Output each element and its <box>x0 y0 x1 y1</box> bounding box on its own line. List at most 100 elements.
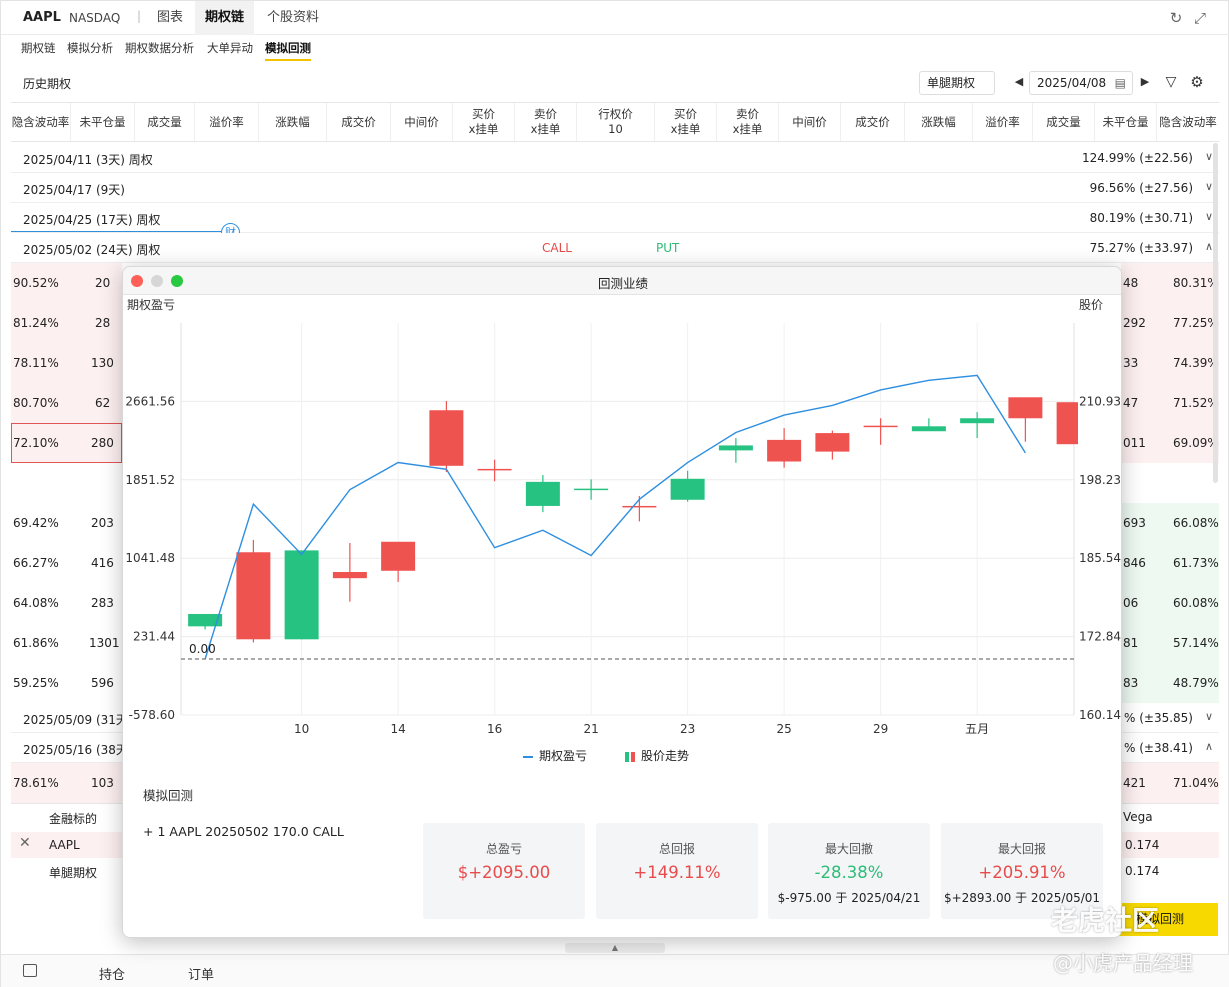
tab-company-info[interactable]: 个股资料 <box>267 10 320 25</box>
th-last-put[interactable]: 成交价 <box>841 103 905 141</box>
row-bg-left <box>11 503 122 543</box>
close-window-icon[interactable] <box>131 275 143 287</box>
th-bid-put[interactable]: 买价 x挂单 <box>655 103 717 141</box>
tab-chart[interactable]: 图表 <box>157 10 184 25</box>
stat-sub: $-975.00 于 2025/04/21 <box>777 891 921 905</box>
watermark-brand: 老虎社区 <box>1051 906 1159 937</box>
right-tick-label: 172.84 <box>1079 630 1121 644</box>
position-vega: 0.174 <box>1125 838 1160 852</box>
th-oi-call[interactable]: 未平仓量 <box>71 103 135 141</box>
next-date-icon[interactable]: ▶ <box>1140 75 1150 88</box>
row-bg-right <box>1121 303 1219 343</box>
x-tick-label: 16 <box>487 722 502 736</box>
header-separator: | <box>137 9 142 23</box>
positions-tab[interactable]: 持仓 <box>99 968 126 983</box>
backtest-button[interactable]: 模拟回测 <box>1118 903 1218 936</box>
table-row-selected[interactable]: 72.10% 280 011 69.09% <box>11 423 1219 463</box>
expiry-row[interactable]: 2025/04/25 (17天) 周权 80.19% (±30.71) ∨ <box>11 203 1219 233</box>
candle-body <box>1008 397 1043 419</box>
th-ask-put[interactable]: 卖价 x挂单 <box>717 103 779 141</box>
zero-label: 0.00 <box>189 642 216 656</box>
maximize-window-icon[interactable] <box>171 275 183 287</box>
calendar-icon: ▤ <box>1114 76 1126 90</box>
settings-gear-icon[interactable]: ⚙ <box>1190 73 1204 91</box>
tab-option-chain[interactable]: 期权链 <box>195 1 255 35</box>
legend-pnl-label: 期权盈亏 <box>539 749 588 763</box>
prev-date-icon[interactable]: ◀ <box>1014 75 1024 88</box>
left-tick-label: -578.60 <box>129 708 175 722</box>
subtab-unusual-activity[interactable]: 大单异动 <box>207 41 253 55</box>
th-ask-call[interactable]: 卖价 x挂单 <box>515 103 577 141</box>
chevron-down-icon: ∨ <box>1204 180 1213 193</box>
th-iv-put[interactable]: 隐含波动率 <box>1159 114 1217 129</box>
modal-title: 回测业绩 <box>597 276 648 291</box>
th-volume-put[interactable]: 成交量 <box>1033 103 1095 141</box>
filter-icon[interactable]: ▽ <box>1165 74 1177 90</box>
scrollbar[interactable] <box>1213 143 1218 483</box>
x-tick-label: 21 <box>583 722 598 736</box>
watermark-author: @小虎产品经理 <box>1053 951 1193 975</box>
position-symbol: 单腿期权 <box>49 866 98 880</box>
call-iv: 78.61% <box>13 776 59 790</box>
put-iv: 61.73% <box>1173 556 1219 570</box>
call-oi: 283 <box>91 596 114 610</box>
call-oi: 1301 <box>89 636 120 650</box>
put-iv: 57.14% <box>1173 636 1219 650</box>
th-oi-put[interactable]: 未平仓量 <box>1095 103 1157 141</box>
row-bg-left <box>11 383 122 423</box>
date-picker[interactable]: 2025/04/08 ▤ <box>1029 71 1133 95</box>
candle-body <box>767 439 802 462</box>
fullscreen-icon[interactable]: ⤢ <box>1193 9 1206 27</box>
expiry-label: 2025/05/16 (38天 <box>23 743 128 757</box>
table-row[interactable]: 78.61% 103 421 71.04% <box>11 763 1219 803</box>
th-bid-call[interactable]: 买价 x挂单 <box>453 103 515 141</box>
table-row[interactable]: 59.25% 596 83 48.79% <box>11 663 1219 703</box>
expiry-row[interactable]: 2025/04/11 (3天) 周权 124.99% (±22.56) ∨ <box>11 143 1219 173</box>
collapse-handle[interactable]: ▲ <box>565 943 665 953</box>
table-row[interactable]: 61.86% 1301 81 57.14% <box>11 623 1219 663</box>
position-row[interactable]: 单腿期权 0.174 <box>11 858 1219 884</box>
th-volume-call[interactable]: 成交量 <box>135 103 195 141</box>
refresh-icon[interactable]: ↻ <box>1169 9 1183 27</box>
expiry-iv: % (±38.41) <box>1124 741 1193 755</box>
expiry-row-expanded[interactable]: 2025/05/02 (24天) 周权 CALL PUT 75.27% (±33… <box>11 233 1219 263</box>
history-options-label: 历史期权 <box>23 77 72 91</box>
th-iv-call[interactable]: 隐含波动率 <box>11 103 71 141</box>
candle-body <box>718 445 753 451</box>
legend-price-label: 股价走势 <box>641 749 690 763</box>
orders-tab[interactable]: 订单 <box>188 968 215 983</box>
panel-toggle-icon[interactable] <box>23 964 37 977</box>
row-bg-right <box>1121 503 1219 543</box>
candle-body <box>815 433 850 452</box>
subtab-data-analysis[interactable]: 期权数据分析 <box>125 41 194 55</box>
call-oi: 596 <box>91 676 114 690</box>
position-symbol: AAPL <box>49 838 80 852</box>
right-axis-title: 股价 <box>1079 298 1103 312</box>
legend-pnl[interactable]: 期权盈亏 <box>523 747 587 764</box>
subtab-option-chain[interactable]: 期权链 <box>21 41 56 55</box>
put-oi: 292 <box>1123 316 1146 330</box>
expiry-row[interactable]: 2025/04/17 (9天) 96.56% (±27.56) ∨ <box>11 173 1219 203</box>
subtab-backtest[interactable]: 模拟回测 <box>265 40 311 61</box>
candle-body <box>332 572 367 579</box>
modal-titlebar: 回测业绩 <box>123 267 1121 295</box>
th-mid-put[interactable]: 中间价 <box>779 103 841 141</box>
close-icon[interactable]: ✕ <box>19 835 31 851</box>
candle-body <box>863 425 898 428</box>
th-premium-put[interactable]: 溢价率 <box>973 103 1033 141</box>
stat-value: +205.91% <box>978 863 1066 882</box>
exchange-label: NASDAQ <box>69 11 121 25</box>
subtab-simulation[interactable]: 模拟分析 <box>67 41 113 55</box>
legend-price[interactable]: 股价走势 <box>625 747 689 764</box>
th-change-put[interactable]: 涨跌幅 <box>905 103 973 141</box>
call-iv: 59.25% <box>13 676 59 690</box>
th-premium-call[interactable]: 溢价率 <box>195 103 259 141</box>
strategy-select[interactable]: 单腿期权 ▼ <box>919 71 995 111</box>
th-change-call[interactable]: 涨跌幅 <box>259 103 327 141</box>
backtest-chart: 期权盈亏 股价 2661.56 210.93 1851.52 198.23 1041.48 1… <box>125 298 1121 736</box>
th-last-call[interactable]: 成交价 <box>327 103 391 141</box>
position-header-underlying: 金融标的 <box>49 812 98 826</box>
minimize-window-icon[interactable] <box>151 275 163 287</box>
th-mid-call[interactable]: 中间价 <box>391 103 453 141</box>
th-strike[interactable]: 行权价 10 <box>577 103 655 141</box>
